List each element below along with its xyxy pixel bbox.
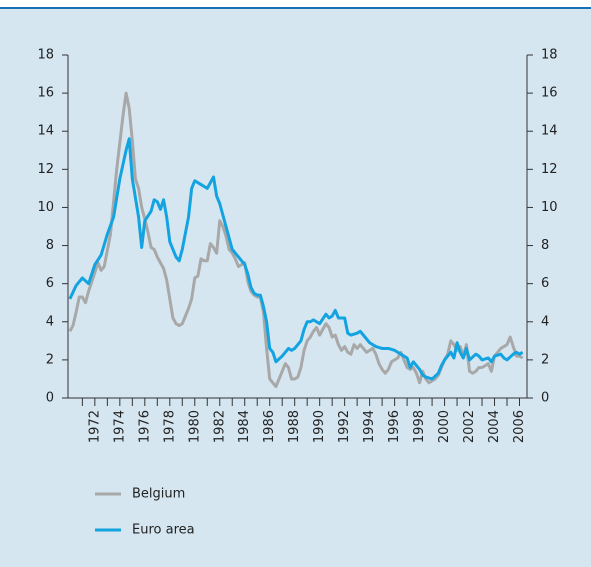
legend-label: Euro area <box>132 523 195 538</box>
x-tick-label: 1996 <box>387 410 402 443</box>
x-tick-label: 2002 <box>462 410 477 443</box>
y2-tick-label: 18 <box>541 48 558 63</box>
x-tick-label: 1990 <box>312 410 327 443</box>
y2-tick-label: 12 <box>541 162 558 177</box>
y-tick-label: 10 <box>37 200 54 215</box>
y-tick-label: 0 <box>46 391 54 406</box>
y-tick-label: 2 <box>46 352 54 367</box>
x-tick-label: 1978 <box>162 410 177 443</box>
y2-tick-label: 2 <box>541 352 549 367</box>
y-tick-label: 14 <box>37 124 54 139</box>
x-tick-label: 1998 <box>412 410 427 443</box>
y2-tick-label: 4 <box>541 314 549 329</box>
x-tick-label: 1976 <box>137 410 152 443</box>
y2-tick-label: 16 <box>541 86 558 101</box>
x-tick-label: 1974 <box>112 410 127 443</box>
x-tick-label: 1980 <box>187 410 202 443</box>
y-tick-label: 6 <box>46 276 54 291</box>
x-tick-label: 1992 <box>337 410 352 443</box>
x-tick-label: 2004 <box>487 410 502 443</box>
y-tick-label: 18 <box>37 48 54 63</box>
y-tick-label: 4 <box>46 314 54 329</box>
y2-tick-label: 6 <box>541 276 549 291</box>
x-tick-label: 1982 <box>212 410 227 443</box>
y-tick-label: 8 <box>46 238 54 253</box>
y2-tick-label: 8 <box>541 238 549 253</box>
x-tick-label: 2000 <box>437 410 452 443</box>
x-tick-label: 1986 <box>262 410 277 443</box>
y2-tick-label: 14 <box>541 124 558 139</box>
x-tick-label: 2006 <box>512 410 527 443</box>
x-tick-label: 1988 <box>287 410 302 443</box>
legend-label: Belgium <box>132 487 185 502</box>
y2-tick-label: 0 <box>541 391 549 406</box>
y-tick-label: 16 <box>37 86 54 101</box>
y2-tick-label: 10 <box>541 200 558 215</box>
x-tick-label: 1994 <box>362 410 377 443</box>
y-tick-label: 12 <box>37 162 54 177</box>
x-tick-label: 1972 <box>87 410 102 443</box>
top-strip <box>0 0 591 7</box>
x-tick-label: 1984 <box>237 410 252 443</box>
series-line <box>68 137 524 381</box>
series-line <box>68 91 524 389</box>
